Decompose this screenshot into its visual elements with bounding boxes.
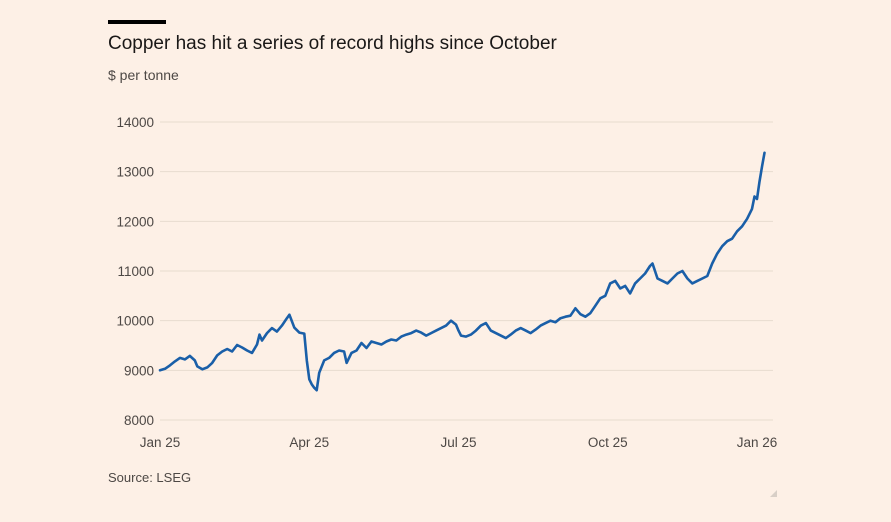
y-tick-label: 9000	[124, 363, 154, 378]
gridlines	[160, 121, 773, 421]
y-tick-label: 12000	[116, 214, 154, 229]
series-layer	[158, 151, 766, 392]
y-axis-unit-label: $ per tonne	[108, 67, 179, 83]
source-note: Source: LSEG	[108, 470, 192, 485]
corner-mark	[770, 490, 777, 497]
y-tick-label: 11000	[117, 264, 154, 279]
y-tick-label: 14000	[116, 115, 154, 130]
x-tick-label: Oct 25	[588, 435, 628, 450]
x-tick-label: Jan 26	[737, 435, 778, 450]
x-tick-label: Apr 25	[289, 435, 329, 450]
y-tick-label: 10000	[116, 314, 154, 329]
x-tick-label: Jul 25	[440, 435, 476, 450]
y-tick-label: 13000	[116, 165, 154, 180]
y-axis-ticks: 14000 13000 12000 11000 10000 9000 8000	[116, 115, 154, 428]
x-tick-label: Jan 25	[140, 435, 181, 450]
chart-title: Copper has hit a series of record highs …	[108, 33, 557, 54]
ft-top-rule	[108, 20, 166, 24]
x-axis-ticks: Jan 25 Apr 25 Jul 25 Oct 25 Jan 26	[140, 435, 778, 450]
series-line-copper-price	[158, 151, 766, 392]
y-tick-label: 8000	[124, 413, 154, 428]
